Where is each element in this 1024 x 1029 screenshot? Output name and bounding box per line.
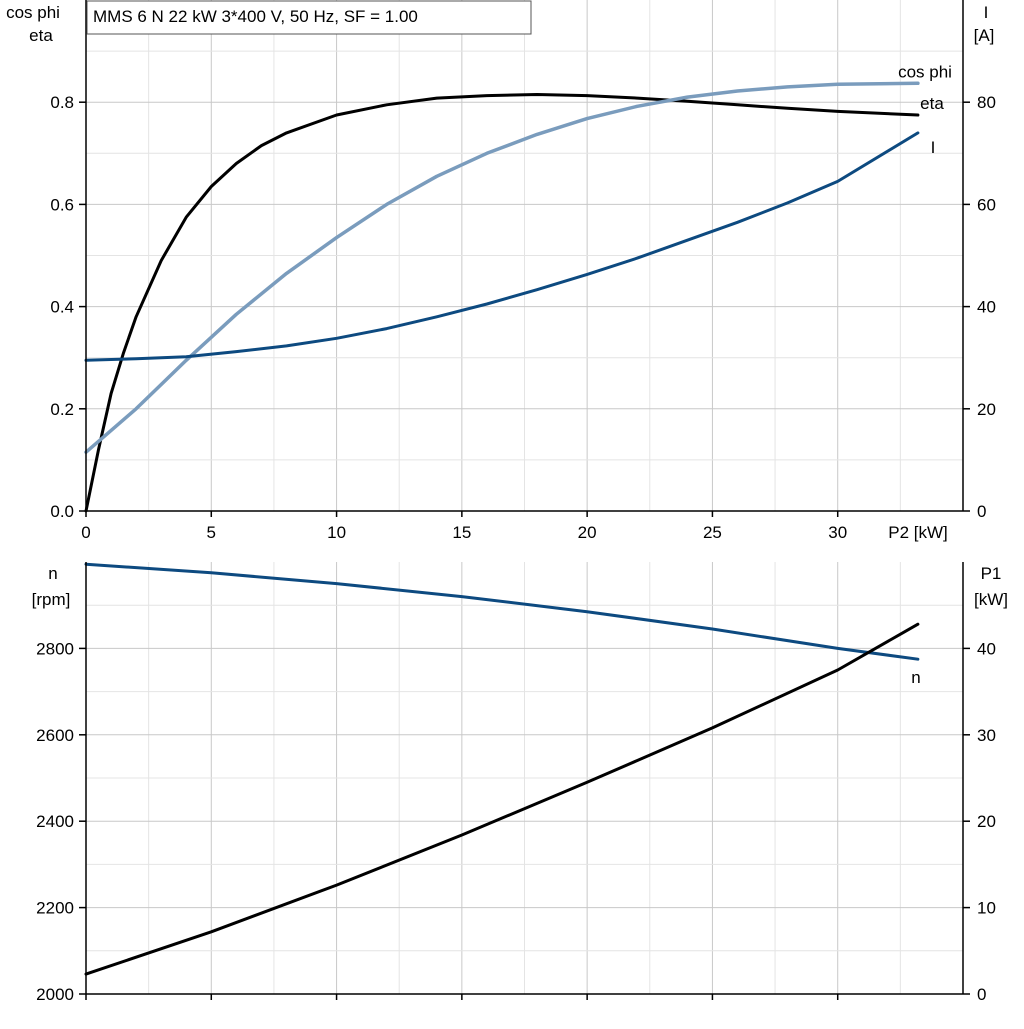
y-left-tick-label: 2200 [36, 899, 74, 918]
y-right-tick-label: 40 [977, 298, 996, 317]
y-left-tick-label: 2000 [36, 985, 74, 1004]
y-right-tick-label: 0 [977, 502, 986, 521]
chart-title: MMS 6 N 22 kW 3*400 V, 50 Hz, SF = 1.00 [93, 7, 418, 26]
y-right-axis-label: P1 [981, 564, 1002, 583]
series-label-cos-phi: cos phi [898, 62, 952, 81]
y-left-tick-label: 0.6 [50, 195, 74, 214]
y-right-tick-label: 10 [977, 899, 996, 918]
series-line-cos-phi [86, 83, 918, 452]
y-right-tick-label: 30 [977, 726, 996, 745]
series-label-i: I [931, 138, 936, 157]
y-right-tick-label: 80 [977, 93, 996, 112]
x-tick-label: 10 [327, 523, 346, 542]
x-tick-label: 15 [452, 523, 471, 542]
x-tick-label: 25 [703, 523, 722, 542]
series-line-i [86, 133, 918, 360]
series-label-n: n [911, 668, 920, 687]
y-left-tick-label: 0.8 [50, 93, 74, 112]
y-left-tick-label: 2600 [36, 726, 74, 745]
x-tick-label: 0 [81, 523, 90, 542]
x-tick-label: 5 [207, 523, 216, 542]
x-tick-label: 30 [828, 523, 847, 542]
y-left-axis-unit: eta [29, 26, 53, 45]
y-right-tick-label: 60 [977, 195, 996, 214]
y-right-axis-unit: [kW] [974, 590, 1008, 609]
y-left-tick-label: 2400 [36, 812, 74, 831]
y-left-axis-label: n [48, 564, 57, 583]
y-right-tick-label: 40 [977, 639, 996, 658]
y-right-axis-label: I [984, 3, 989, 22]
y-left-axis-label: cos phi [6, 3, 60, 22]
y-left-tick-label: 0.2 [50, 400, 74, 419]
y-right-tick-label: 20 [977, 812, 996, 831]
y-left-axis-unit: [rpm] [32, 590, 71, 609]
y-right-tick-label: 0 [977, 985, 986, 1004]
x-axis-label: P2 [kW] [888, 523, 948, 542]
y-left-tick-label: 0.0 [50, 502, 74, 521]
series-line-p1 [86, 624, 918, 974]
series-label-eta: eta [920, 94, 944, 113]
y-left-tick-label: 2800 [36, 639, 74, 658]
y-right-axis-unit: [A] [974, 26, 995, 45]
y-left-tick-label: 0.4 [50, 298, 74, 317]
x-tick-label: 20 [578, 523, 597, 542]
series-line-eta [86, 95, 918, 512]
y-right-tick-label: 20 [977, 400, 996, 419]
series-line-n [86, 564, 918, 659]
